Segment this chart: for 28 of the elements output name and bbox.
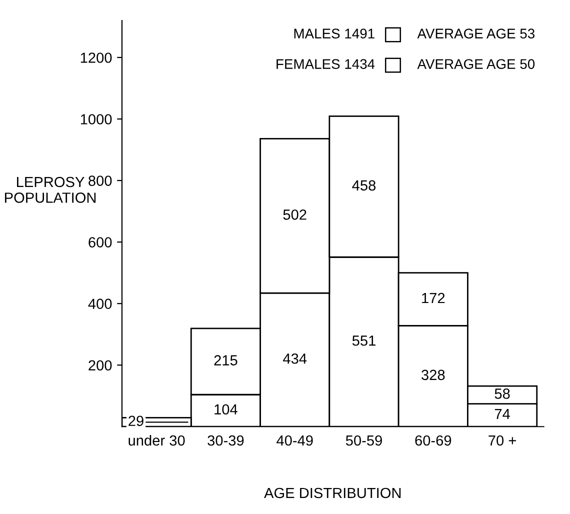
data-label: 502 xyxy=(283,209,306,220)
y-tick-label: 1000 xyxy=(80,114,112,124)
legend-label: MALES 1491 xyxy=(294,28,374,38)
data-label: 434 xyxy=(283,353,307,364)
x-tick-label: 60-69 xyxy=(415,435,452,446)
data-label: 458 xyxy=(352,180,376,191)
data-label: 104 xyxy=(214,404,238,415)
data-label: 74 xyxy=(494,408,510,420)
data-label: 58 xyxy=(494,388,510,399)
x-axis-title: AGE DISTRIBUTION xyxy=(264,488,401,498)
x-tick-label: under 30 xyxy=(128,434,185,446)
x-tick-label: 70 + xyxy=(488,435,516,446)
y-tick-label: 600 xyxy=(88,237,112,248)
x-tick-label: 50-59 xyxy=(346,435,382,446)
data-label: 551 xyxy=(352,336,376,346)
data-label: 328 xyxy=(422,370,445,380)
y-tick-label: 400 xyxy=(88,298,112,309)
legend-label: FEMALES 1434 xyxy=(276,59,375,69)
x-tick-label: 30-39 xyxy=(208,435,244,446)
annotation: AVERAGE AGE 50 xyxy=(417,59,535,69)
x-tick-label: 40-49 xyxy=(276,435,313,446)
data-label: 172 xyxy=(422,292,445,304)
data-label: 215 xyxy=(214,355,238,366)
y-tick-label: 1200 xyxy=(80,52,112,63)
y-tick-label: 200 xyxy=(88,360,112,371)
annotation: AVERAGE AGE 53 xyxy=(417,28,534,38)
y-tick-label: 800 xyxy=(88,176,112,186)
data-label: 29 xyxy=(128,416,144,426)
